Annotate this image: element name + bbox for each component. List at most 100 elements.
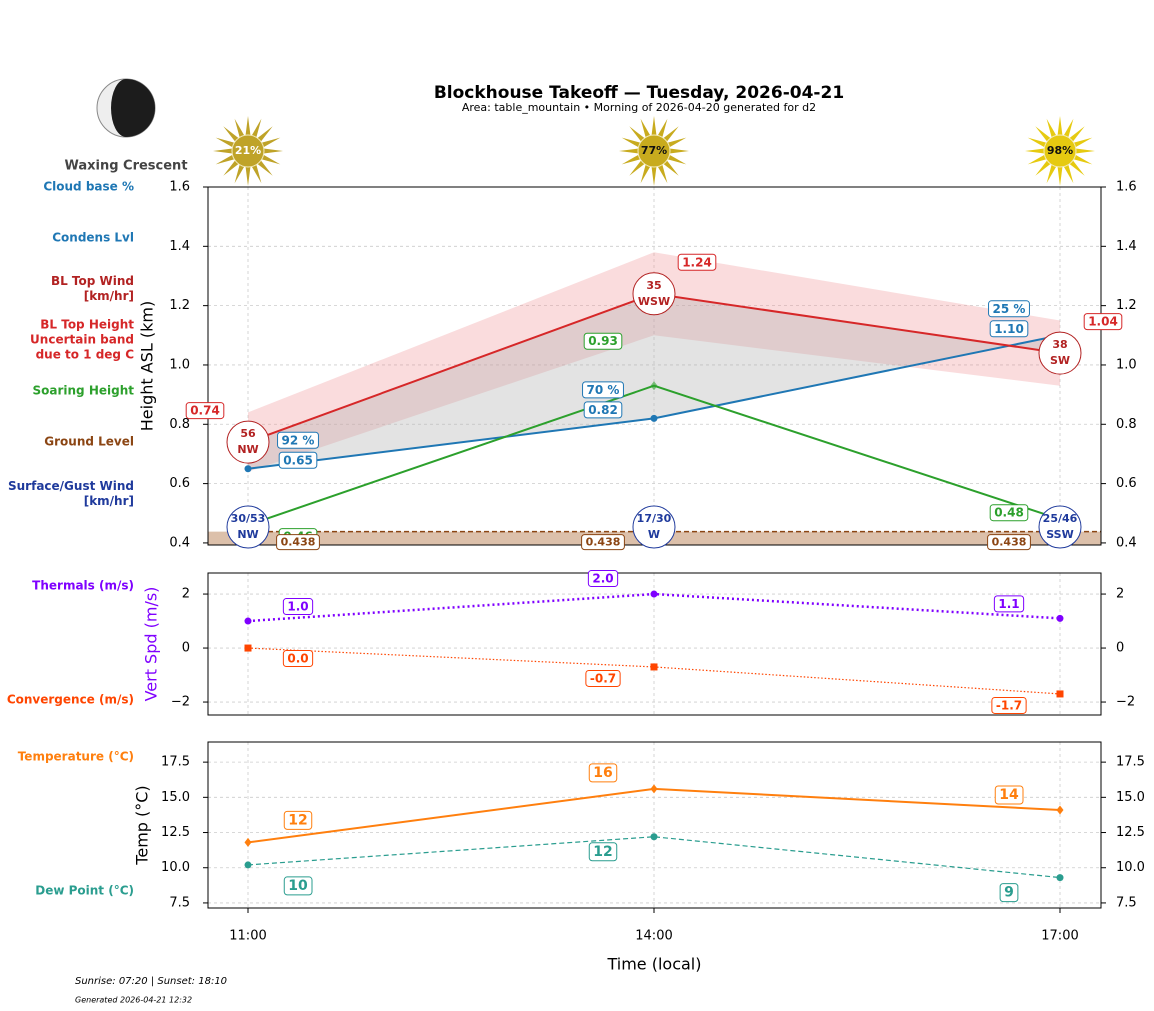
data-label: 2.0 xyxy=(592,572,613,586)
wind-badge xyxy=(226,505,270,549)
marker xyxy=(1056,690,1064,698)
label-box xyxy=(585,669,621,687)
wind-speed: 35 xyxy=(646,279,661,292)
label-box xyxy=(988,300,1030,318)
sun-ray xyxy=(234,162,246,184)
sun-disc xyxy=(1043,134,1077,168)
wind-direction: WSW xyxy=(638,295,670,308)
sun-ray xyxy=(619,148,641,154)
y2-tick-label: 17.5 xyxy=(1116,755,1145,770)
y-tick-label: 0.4 xyxy=(169,535,190,550)
sun-ray xyxy=(661,126,679,144)
sun-ray xyxy=(1025,148,1047,154)
wind-badge xyxy=(226,420,270,464)
y-tick-label: 0.6 xyxy=(169,476,190,491)
sun-disc xyxy=(637,134,671,168)
marker xyxy=(1056,614,1064,622)
sun-ray xyxy=(215,153,237,165)
sun-ray xyxy=(223,126,241,144)
marker xyxy=(244,465,252,473)
sun-ray xyxy=(215,137,237,149)
sun-ray xyxy=(261,148,283,154)
label-box xyxy=(582,381,624,399)
y-tick-label: 1.2 xyxy=(169,298,190,313)
sun-ray xyxy=(234,118,246,140)
y-tick-label: 17.5 xyxy=(161,755,190,770)
sun-ray xyxy=(1062,118,1074,140)
y-axis-label: Vert Spd (m/s) xyxy=(142,587,161,702)
y-tick-label: 2 xyxy=(182,587,190,602)
sun-ray xyxy=(661,158,679,176)
sun-ray xyxy=(1027,137,1049,149)
y2-tick-label: 1.4 xyxy=(1116,239,1137,254)
sun-ray xyxy=(213,148,235,154)
marker xyxy=(650,381,658,391)
marker xyxy=(650,590,658,598)
sun-ray xyxy=(621,153,643,165)
sun-ray xyxy=(656,118,668,140)
data-label: 1.24 xyxy=(682,255,712,269)
data-label: 16 xyxy=(593,765,612,781)
legend-label: Soaring Height xyxy=(32,383,135,398)
wind-badge xyxy=(1038,331,1082,375)
moon-phase: Waxing Crescent xyxy=(64,159,187,174)
y-tick-label: 0 xyxy=(182,641,190,656)
label-box xyxy=(278,451,318,469)
label-box xyxy=(587,570,619,588)
sun-ray xyxy=(651,116,657,138)
label-box xyxy=(993,595,1025,613)
y-tick-label: 1.0 xyxy=(169,357,190,372)
y-tick-label: −2 xyxy=(171,695,190,710)
plot-frame xyxy=(207,741,1102,909)
data-label: -0.7 xyxy=(590,671,616,685)
wind-direction: SSW xyxy=(1046,528,1073,541)
y-tick-label: 15.0 xyxy=(161,790,190,805)
label-box xyxy=(583,332,623,350)
data-label: 0.438 xyxy=(992,536,1027,549)
label-box xyxy=(583,401,623,419)
sun-label: 77% xyxy=(641,144,667,157)
sun-ray xyxy=(1062,162,1074,184)
sun-label: 21% xyxy=(235,144,261,157)
sun-ray xyxy=(665,153,687,165)
y2-tick-label: −2 xyxy=(1116,695,1135,710)
x-tick-label: 17:00 xyxy=(1041,929,1078,944)
label-box xyxy=(991,696,1027,714)
data-label: 25 % xyxy=(993,302,1026,316)
wind-speed: 30/53 xyxy=(231,512,266,525)
y2-tick-label: 2 xyxy=(1116,587,1124,602)
label-box xyxy=(282,650,314,668)
legend-label: Cloud base % xyxy=(43,179,134,194)
data-label: 9 xyxy=(1004,885,1014,901)
data-label: 10 xyxy=(288,878,308,894)
data-label: 0.65 xyxy=(283,453,313,467)
label-box xyxy=(283,876,313,896)
y2-tick-label: 12.5 xyxy=(1116,825,1145,840)
sun-ray xyxy=(1071,137,1093,149)
sun-ray xyxy=(223,158,241,176)
sun-ray xyxy=(1067,158,1085,176)
sun-ray xyxy=(245,116,251,138)
sun-ray xyxy=(656,162,668,184)
legend-label: Convergence (m/s) xyxy=(6,692,134,707)
sun-ray xyxy=(1057,116,1063,138)
x-axis-label: Time (local) xyxy=(606,955,701,974)
data-label: 0.93 xyxy=(588,334,618,348)
sun-ray xyxy=(1035,158,1053,176)
label-box xyxy=(588,763,618,783)
sun-ray xyxy=(629,126,647,144)
marker xyxy=(244,617,252,625)
data-label: 12 xyxy=(593,844,612,860)
wind-speed: 25/46 xyxy=(1043,512,1078,525)
uncertainty-band xyxy=(248,252,1060,472)
label-box xyxy=(283,810,313,830)
sun-ray xyxy=(250,118,262,140)
data-label: 1.0 xyxy=(287,600,308,614)
data-label: 0.74 xyxy=(190,404,220,418)
sun-ray xyxy=(1027,153,1049,165)
y2-tick-label: 1.6 xyxy=(1116,180,1137,195)
y-tick-label: 1.6 xyxy=(169,180,190,195)
generated: Generated 2026-04-21 12:32 xyxy=(75,996,192,1005)
marker xyxy=(650,833,658,841)
legend-label: Thermals (m/s) xyxy=(32,578,134,593)
